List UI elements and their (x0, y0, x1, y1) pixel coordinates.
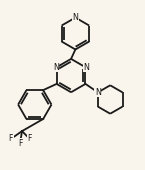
Text: F: F (9, 134, 13, 143)
Text: N: N (95, 88, 101, 97)
Text: F: F (28, 134, 32, 143)
Text: N: N (72, 13, 78, 22)
Text: N: N (83, 63, 89, 72)
Text: N: N (53, 63, 59, 72)
Text: F: F (18, 139, 22, 148)
